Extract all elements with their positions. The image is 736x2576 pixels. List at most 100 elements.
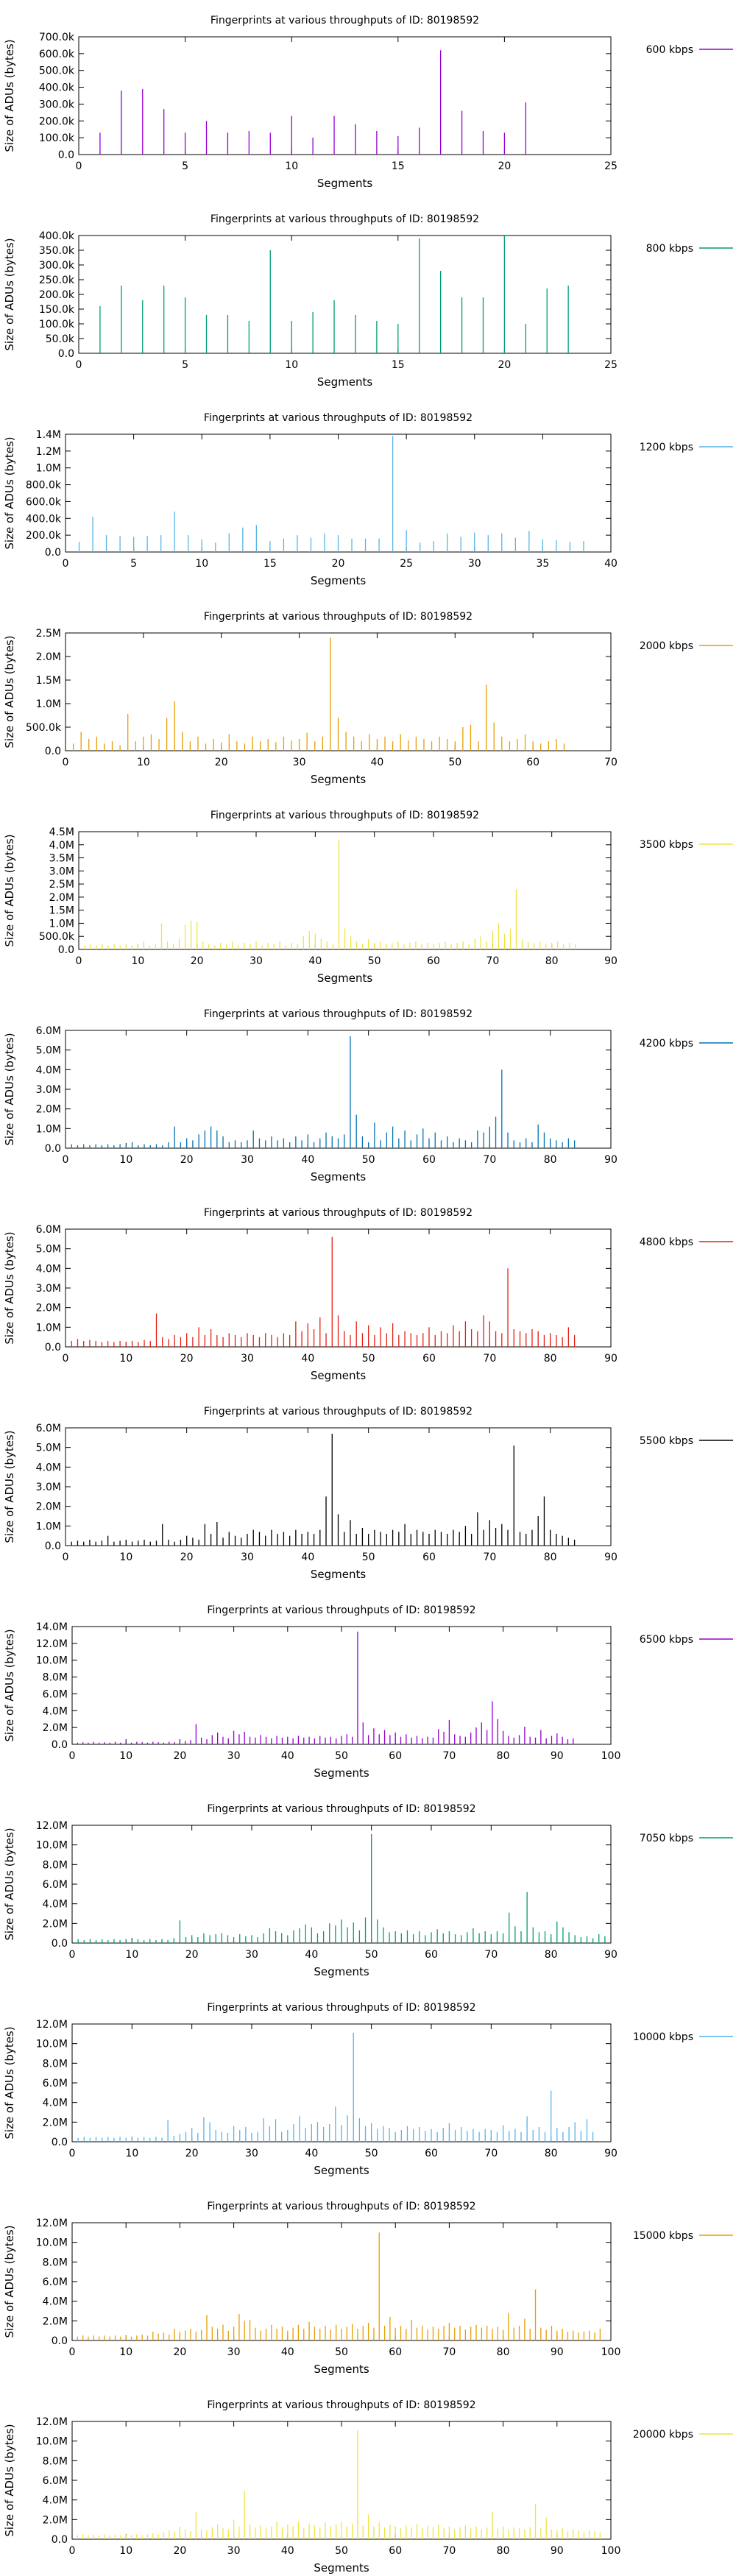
x-tick-label: 30 [227,2346,241,2358]
y-axis-label: Size of ADUs (bytes) [3,436,16,549]
chart-panel-1: Fingerprints at various throughputs of I… [3,15,733,190]
y-tick-label: 6.0M [43,2475,68,2487]
y-tick-label: 5.0M [36,1443,61,1454]
y-tick-label: 1.2M [36,446,61,458]
y-tick-label: 12.0M [36,2416,68,2428]
x-tick-label: 0 [69,1750,76,1762]
x-tick-label: 30 [245,2148,258,2159]
y-tick-label: 1.5M [49,905,74,917]
x-tick-label: 30 [227,1750,241,1762]
y-tick-label: 700.0k [39,32,75,43]
y-tick-label: 4.0M [43,2495,68,2507]
plot-frame [71,2222,612,2341]
y-tick-label: 0.0 [45,1540,61,1552]
y-tick-label: 2.0M [36,1501,61,1513]
y-tick-label: 10.0M [36,2039,68,2050]
chart-title: Fingerprints at various throughputs of I… [207,1803,475,1815]
x-axis-label: Segments [317,177,373,190]
y-tick-label: 4.0M [49,840,74,852]
y-tick-label: 250.0k [39,275,75,286]
x-tick-label: 20 [173,2346,186,2358]
x-tick-label: 60 [422,1154,436,1166]
chart-panel-10: Fingerprints at various throughputs of I… [3,1803,733,1978]
y-tick-label: 5.0M [36,1045,61,1057]
y-tick-label: 3.0M [36,1084,61,1096]
chart-panel-12: Fingerprints at various throughputs of I… [3,2201,733,2376]
x-tick-label: 5 [182,160,188,172]
y-tick-label: 4.0M [36,1064,61,1076]
y-tick-label: 10.0M [36,2237,68,2249]
legend-label: 5500 kbps [640,1435,693,1447]
y-tick-label: 0.0 [52,1739,68,1751]
y-tick-label: 6.0M [36,1224,61,1236]
x-tick-label: 50 [362,1551,375,1563]
x-tick-label: 90 [604,2148,618,2159]
x-tick-label: 40 [301,1353,314,1365]
y-tick-label: 0.0 [45,746,61,757]
x-tick-label: 35 [536,558,549,570]
chart-title: Fingerprints at various throughputs of I… [210,213,479,225]
legend-label: 800 kbps [646,243,693,255]
y-tick-label: 1.5M [36,675,61,687]
x-tick-label: 20 [173,1750,186,1762]
x-tick-label: 80 [545,1949,558,1961]
legend-label: 15000 kbps [633,2230,693,2242]
y-tick-label: 2.0M [36,651,61,663]
y-tick-label: 6.0M [36,1423,61,1434]
plot-frame [78,36,612,155]
x-tick-label: 30 [245,1949,258,1961]
x-tick-label: 25 [400,558,413,570]
y-tick-label: 350.0k [39,245,75,257]
y-tick-label: 200.0k [39,116,75,127]
x-tick-label: 50 [365,2148,378,2159]
x-tick-label: 50 [335,2346,348,2358]
x-tick-label: 50 [362,1154,375,1166]
y-tick-label: 1.0M [36,1521,61,1532]
y-axis-label: Size of ADUs (bytes) [3,39,16,152]
y-tick-label: 300.0k [39,99,75,110]
y-tick-label: 0.0 [58,944,74,956]
y-tick-label: 3.0M [36,1482,61,1493]
plot-frame [71,1626,612,1745]
y-tick-label: 0.0 [45,547,61,559]
x-tick-label: 70 [604,757,618,768]
y-axis-label: Size of ADUs (bytes) [3,2424,16,2536]
y-tick-label: 2.0M [43,1722,68,1734]
y-tick-label: 1.0M [49,918,74,930]
chart-panel-4: Fingerprints at various throughputs of I… [3,611,733,786]
x-tick-label: 0 [69,2148,76,2159]
y-tick-label: 200.0k [39,289,75,301]
x-tick-label: 30 [250,955,263,967]
chart-title: Fingerprints at various throughputs of I… [207,2002,475,2014]
y-tick-label: 500.0k [39,66,75,77]
x-tick-label: 20 [498,359,511,371]
x-tick-label: 40 [301,1154,314,1166]
x-tick-label: 0 [63,1353,69,1365]
x-tick-label: 70 [484,1949,498,1961]
y-tick-label: 400.0k [39,82,75,94]
x-tick-label: 20 [180,1353,194,1365]
y-tick-label: 0.0 [45,1143,61,1155]
chart-panel-3: Fingerprints at various throughputs of I… [3,412,733,587]
x-tick-label: 80 [497,2346,510,2358]
y-tick-label: 4.0M [43,2296,68,2308]
plot-frame [71,2023,612,2142]
x-tick-label: 0 [63,757,69,768]
chart-panel-6: Fingerprints at various throughputs of I… [3,1008,733,1183]
legend-label: 10000 kbps [633,2031,693,2043]
x-tick-label: 100 [601,2545,621,2557]
legend-label: 20000 kbps [633,2429,693,2441]
chart-panel-5: Fingerprints at various throughputs of I… [3,810,733,985]
x-tick-label: 80 [497,1750,510,1762]
y-tick-label: 500.0k [26,722,62,734]
x-tick-label: 90 [551,2346,564,2358]
plot-frame [78,235,612,354]
chart-title: Fingerprints at various throughputs of I… [210,810,479,821]
x-axis-label: Segments [311,773,367,786]
x-tick-label: 60 [422,1353,436,1365]
chart-panel-7: Fingerprints at various throughputs of I… [3,1207,733,1382]
x-tick-label: 50 [368,955,381,967]
y-tick-label: 12.0M [36,2019,68,2031]
x-tick-label: 10 [119,2346,132,2358]
x-tick-label: 90 [604,955,618,967]
